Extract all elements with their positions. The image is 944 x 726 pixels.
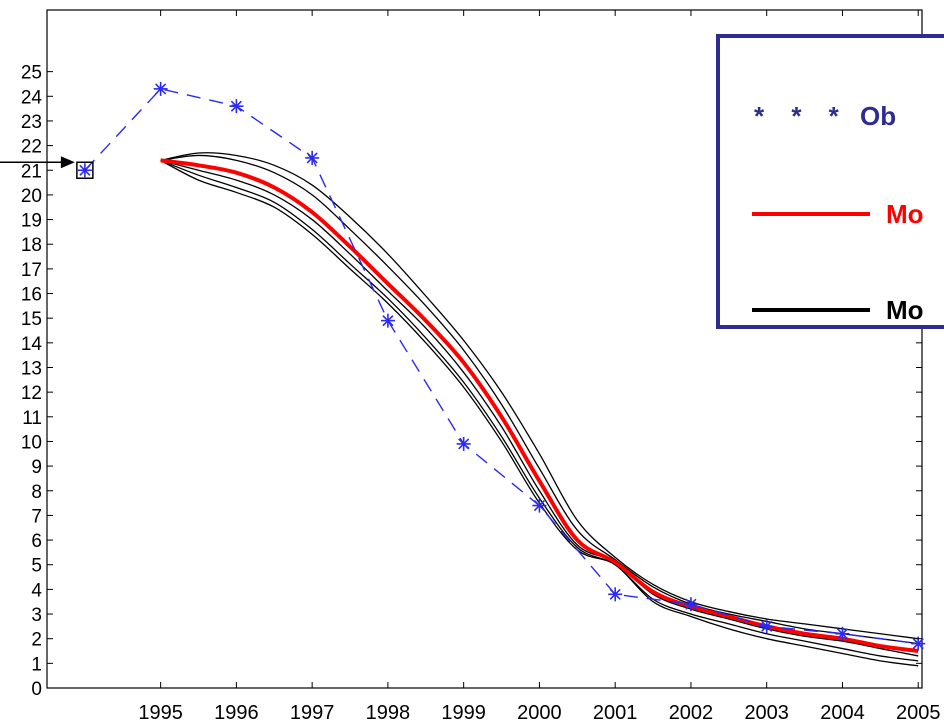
- y-tick-label: 23: [21, 112, 42, 133]
- star-stroke: [382, 315, 394, 327]
- observed-point: [380, 313, 395, 328]
- legend-red-line-symbol: [752, 212, 870, 216]
- x-tick-label: 1996: [214, 702, 259, 724]
- y-tick-label: 11: [22, 408, 42, 429]
- observed-line: [84, 88, 919, 645]
- star-stroke: [836, 628, 849, 640]
- x-tick-label: 1998: [366, 702, 411, 724]
- y-tick-label: 5: [31, 556, 42, 577]
- y-tick-label: 7: [31, 506, 42, 527]
- x-tick-label: 1999: [441, 702, 486, 724]
- model-mean-line: [160, 158, 919, 654]
- series-group: [0, 81, 926, 667]
- star-stroke: [155, 83, 167, 95]
- y-tick-label: 13: [21, 358, 42, 379]
- y-tick-label: 20: [21, 186, 42, 207]
- legend-item-observed: * * * Ob: [720, 96, 896, 136]
- y-tick-label: 17: [21, 260, 42, 281]
- x-tick-label: 2002: [669, 702, 714, 724]
- star-stroke: [230, 100, 242, 112]
- y-tick-label: 8: [31, 482, 42, 503]
- legend-label-model-mean: Mo: [886, 198, 924, 229]
- legend-label-model-band: Mo: [886, 294, 924, 325]
- star-stroke: [685, 598, 697, 610]
- y-tick-label: 15: [21, 309, 42, 330]
- ticks-group: 0123456789101112131415161718192021222324…: [21, 10, 941, 724]
- star-stroke: [458, 438, 470, 450]
- x-tick-label: 2004: [820, 702, 865, 724]
- y-tick-label: 3: [31, 605, 42, 626]
- model-band-line: [160, 154, 919, 645]
- x-tick-label: 1997: [290, 702, 335, 724]
- y-tick-label: 0: [31, 679, 42, 700]
- plot-frame: [46, 9, 923, 689]
- y-tick-label: 16: [21, 285, 42, 306]
- x-tick-label: 1995: [138, 702, 183, 724]
- star-stroke: [912, 638, 924, 650]
- observed-point: [229, 99, 244, 114]
- observed-point: [456, 436, 471, 451]
- y-tick-label: 12: [21, 383, 42, 404]
- star-stroke: [533, 499, 545, 512]
- legend-item-model-mean: Mo: [720, 194, 924, 234]
- y-tick-label: 1: [31, 654, 42, 675]
- observed-point: [683, 597, 698, 612]
- observed-point: [911, 636, 926, 651]
- observed-point: [305, 150, 320, 165]
- observed-point: [77, 163, 92, 178]
- legend-item-model-band: Mo: [720, 290, 924, 330]
- first-point-square-marker: [76, 161, 94, 180]
- y-tick-label: 18: [21, 235, 42, 256]
- y-tick-label: 9: [31, 457, 42, 478]
- y-tick-label: 14: [21, 334, 43, 355]
- observed-point: [759, 619, 774, 634]
- legend-box: * * * Ob Mo Mo: [716, 34, 944, 329]
- observed-point: [608, 587, 623, 602]
- model-band-line: [160, 152, 919, 640]
- star-stroke: [609, 588, 621, 600]
- observed-point: [153, 81, 168, 96]
- annotation-arrow-head: [60, 156, 75, 169]
- observed-point: [532, 498, 547, 513]
- y-tick-label: 2: [31, 630, 42, 651]
- star-stroke: [761, 620, 773, 632]
- observed-point: [835, 626, 850, 641]
- star-stroke: [79, 164, 91, 176]
- x-tick-label: 2005: [896, 702, 941, 724]
- y-tick-label: 10: [21, 432, 42, 453]
- y-tick-label: 21: [21, 161, 42, 182]
- x-tick-label: 2001: [593, 702, 638, 724]
- y-tick-label: 24: [21, 87, 43, 108]
- legend-star-symbol: * * *: [754, 100, 849, 131]
- legend-label-observed: Ob: [860, 100, 897, 131]
- axes-group: [46, 9, 923, 689]
- y-tick-label: 22: [21, 137, 42, 158]
- model-band-line: [160, 159, 919, 657]
- x-tick-label: 2000: [517, 702, 562, 724]
- y-tick-label: 6: [31, 531, 42, 552]
- y-tick-label: 25: [21, 63, 42, 84]
- x-tick-label: 2003: [744, 702, 789, 724]
- y-tick-label: 4: [31, 580, 42, 601]
- legend-black-line-symbol: [752, 308, 870, 312]
- y-tick-label: 19: [21, 211, 42, 232]
- model-band-line: [160, 159, 919, 662]
- star-stroke: [306, 152, 318, 164]
